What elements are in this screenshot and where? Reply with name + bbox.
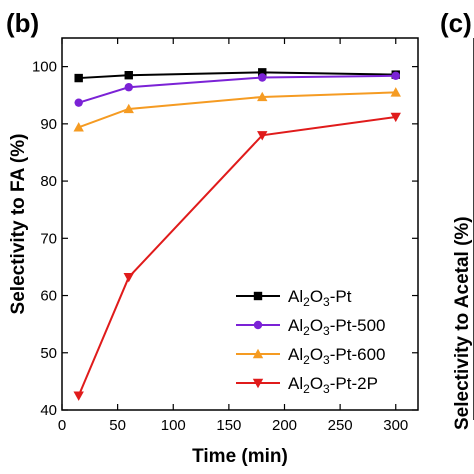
- data-point-series-3: [73, 391, 84, 401]
- data-point-series-3: [390, 112, 401, 123]
- y-tick-label: 60: [40, 288, 57, 305]
- legend-marker: [252, 348, 264, 359]
- x-tick-label: 50: [109, 417, 126, 434]
- y-tick-label: 90: [40, 116, 57, 133]
- plot-frame: [61, 37, 419, 411]
- legend-label: Al2O3-Pt-2P: [288, 374, 378, 396]
- panel-b-label: (b): [6, 8, 39, 38]
- legend-label: Al2O3-Pt-600: [288, 345, 385, 367]
- data-point-series-2: [73, 122, 84, 132]
- data-point-series-1: [124, 83, 133, 92]
- tick-group: 0 50 100 150 200 250 300 40 50 60 70 80 90 100: [32, 38, 418, 434]
- data-point-series-3: [257, 131, 268, 141]
- data-point-series-3: [123, 273, 134, 283]
- x-axis-title: Time (min): [192, 446, 288, 467]
- y-tick-label: 40: [40, 402, 57, 419]
- x-tick-label: 100: [161, 417, 186, 434]
- data-point-series-1: [391, 71, 400, 80]
- panel-c-y-axis-title: Selectivity to Acetal (%): [452, 216, 473, 430]
- series-line-2: [78, 91, 396, 129]
- x-tick-label: 0: [58, 417, 66, 434]
- data-point-series-2: [257, 91, 268, 102]
- y-axis-title: Selectivity to FA (%): [8, 134, 29, 315]
- data-point-series-1: [74, 98, 83, 107]
- y-tick-label: 50: [40, 345, 57, 362]
- legend-marker: [253, 320, 263, 330]
- x-tick-label: 150: [216, 417, 241, 434]
- data-point-series-0: [74, 73, 83, 83]
- data-point-series-1: [258, 73, 267, 82]
- data-point-series-2: [390, 87, 401, 97]
- y-tick-label: 100: [32, 59, 57, 76]
- series-layer: [73, 68, 401, 401]
- legend-label: Al2O3-Pt: [288, 287, 352, 309]
- x-tick-label: 300: [383, 417, 408, 434]
- series-line-1: [78, 74, 396, 104]
- data-point-series-0: [124, 71, 133, 80]
- y-tick-label: 80: [40, 173, 57, 190]
- data-point-series-2: [123, 103, 134, 114]
- x-tick-label: 200: [272, 417, 297, 434]
- series-line-3: [77, 115, 396, 397]
- legend-label: Al2O3-Pt-500: [288, 316, 385, 338]
- legend-marker: [252, 378, 264, 389]
- panel-c-label: (c): [440, 8, 472, 38]
- y-tick-label: 70: [40, 230, 57, 247]
- data-point-series-0: [258, 68, 267, 77]
- legend: Al2O3-Pt Al2O3-Pt-500 Al2O3-Pt-600 Al2O3-Pt…: [236, 287, 385, 396]
- legend-marker: [253, 291, 263, 301]
- x-tick-label: 250: [328, 417, 353, 434]
- series-line-0: [78, 71, 396, 80]
